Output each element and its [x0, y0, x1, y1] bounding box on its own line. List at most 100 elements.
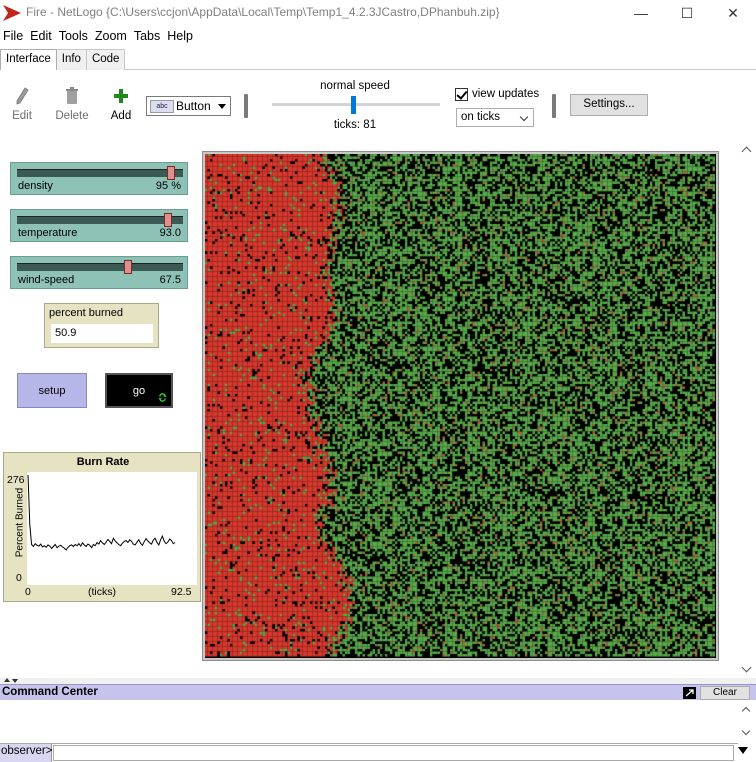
plot-y-max: 276: [7, 474, 25, 486]
slider-name: temperature: [18, 227, 78, 239]
chevron-down-icon: [218, 104, 226, 109]
chevron-down-icon: [519, 112, 529, 122]
setup-button[interactable]: setup: [17, 373, 87, 408]
widget-type-select[interactable]: abc Button: [146, 96, 231, 116]
history-dropdown-icon[interactable]: [738, 747, 748, 754]
arrow-up-icon[interactable]: [4, 678, 10, 682]
tab-bar: Interface Info Code: [0, 49, 126, 70]
menu-help[interactable]: Help: [167, 29, 193, 43]
command-input-row: observer>: [0, 744, 756, 762]
go-button[interactable]: go: [105, 373, 173, 408]
tab-info[interactable]: Info: [55, 49, 87, 70]
plus-icon: [114, 89, 128, 103]
update-mode-select[interactable]: on ticks: [456, 108, 534, 127]
close-icon: ✕: [727, 4, 739, 21]
splitter[interactable]: [0, 678, 756, 684]
scroll-up-icon[interactable]: [741, 146, 752, 157]
slider-track[interactable]: [17, 169, 183, 177]
plot-area: [27, 472, 197, 585]
pencil-icon: [16, 87, 29, 105]
netlogo-logo-icon: [3, 5, 21, 21]
forever-icon: [158, 393, 167, 402]
command-input[interactable]: [53, 745, 734, 761]
agent-type-selector[interactable]: observer>: [0, 744, 52, 762]
interface-scrollbar[interactable]: [738, 138, 756, 678]
speed-slider-thumb[interactable]: [351, 96, 356, 114]
command-center-output[interactable]: [0, 700, 738, 744]
menu-tools[interactable]: Tools: [58, 29, 88, 43]
menu-tabs[interactable]: Tabs: [133, 29, 161, 43]
delete-button[interactable]: Delete: [52, 86, 92, 122]
menu-zoom[interactable]: Zoom: [94, 29, 127, 43]
slider-density[interactable]: density 95 %: [10, 162, 188, 195]
slider-value: 95 %: [155, 180, 181, 192]
maximize-icon: ☐: [680, 4, 694, 21]
tab-divider: [0, 69, 756, 70]
close-button[interactable]: ✕: [710, 0, 756, 26]
plot-x-label: (ticks): [88, 586, 116, 598]
delete-label: Delete: [55, 110, 89, 122]
slider-track[interactable]: [17, 263, 183, 271]
plot-x-max: 92.5: [171, 586, 192, 598]
edit-label: Edit: [12, 110, 32, 122]
minimize-button[interactable]: —: [618, 0, 664, 26]
setup-label: setup: [38, 384, 66, 397]
toolbar-separator: [244, 94, 248, 118]
slider-value: 93.0: [159, 227, 181, 239]
monitor-value: 50.9: [51, 324, 153, 343]
view-updates-checkbox[interactable]: [455, 88, 468, 101]
plot-series-line: [27, 474, 176, 551]
monitor-percent-burned: percent burned 50.9: [44, 303, 159, 348]
settings-button[interactable]: Settings...: [570, 94, 648, 116]
toolbar: Edit Delete Add abc Button normal speed: [0, 70, 756, 138]
scroll-down-icon[interactable]: [741, 726, 751, 736]
tab-code[interactable]: Code: [85, 49, 126, 70]
speed-label: normal speed: [320, 80, 390, 92]
slider-wind-speed[interactable]: wind-speed 67.5: [10, 256, 188, 289]
plot-y-label: Percent Burned: [14, 487, 26, 558]
slider-thumb[interactable]: [123, 260, 132, 274]
plot-y-min: 0: [16, 572, 22, 584]
add-label: Add: [110, 110, 132, 122]
widget-type-value: Button: [176, 99, 211, 113]
toolbar-separator: [552, 94, 556, 118]
edit-button[interactable]: Edit: [2, 86, 42, 122]
slider-value: 67.5: [159, 274, 181, 286]
minimize-icon: —: [634, 5, 648, 21]
clear-button[interactable]: Clear: [700, 686, 750, 700]
scroll-up-icon[interactable]: [741, 706, 751, 716]
slider-temperature[interactable]: temperature 93.0: [10, 209, 188, 242]
ticks-counter: ticks: 81: [333, 119, 377, 131]
trash-icon: [66, 87, 78, 104]
scroll-down-icon[interactable]: [741, 662, 752, 673]
window-title: Fire - NetLogo {C:\Users\ccjon\AppData\L…: [26, 5, 500, 19]
command-center-header: Command Center Clear: [0, 684, 756, 700]
add-button[interactable]: Add: [101, 86, 141, 122]
monitor-label: percent burned: [49, 307, 123, 319]
interface-panel: density 95 % temperature 93.0 wind-speed…: [0, 138, 738, 678]
slider-name: density: [18, 180, 53, 192]
command-center-scrollbar[interactable]: [738, 700, 756, 744]
plot-svg: [27, 474, 176, 551]
slider-thumb[interactable]: [167, 166, 176, 180]
update-mode-value: on ticks: [461, 111, 500, 123]
view-updates-label: view updates: [472, 88, 540, 100]
title-bar: Fire - NetLogo {C:\Users\ccjon\AppData\L…: [0, 0, 756, 26]
menu-file[interactable]: File: [3, 29, 24, 43]
speed-slider-track[interactable]: [272, 103, 440, 106]
plot-x-min: 0: [25, 586, 31, 598]
tab-interface[interactable]: Interface: [0, 49, 57, 70]
world-view[interactable]: [205, 154, 716, 658]
slider-thumb[interactable]: [163, 213, 172, 227]
menu-bar: File Edit Tools Zoom Tabs Help: [0, 27, 197, 47]
expand-icon[interactable]: [683, 687, 696, 699]
slider-track[interactable]: [17, 216, 183, 224]
button-widget-icon: abc: [150, 100, 174, 113]
arrow-down-icon[interactable]: [12, 679, 18, 683]
go-label: go: [132, 384, 146, 397]
menu-edit[interactable]: Edit: [30, 29, 52, 43]
plot-title: Burn Rate: [76, 456, 130, 468]
maximize-button[interactable]: ☐: [664, 0, 710, 26]
plot-burn-rate: Burn Rate 276 0 Percent Burned 0 (ticks)…: [3, 452, 201, 602]
